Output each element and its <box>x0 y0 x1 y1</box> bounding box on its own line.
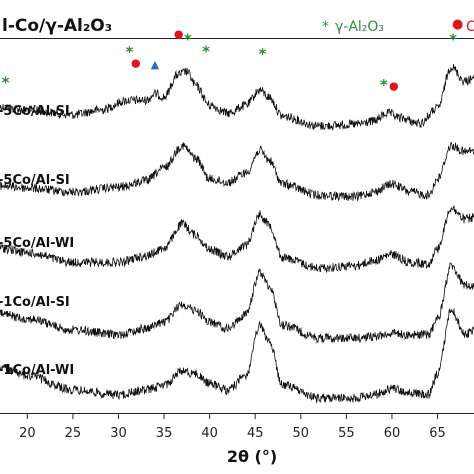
x-axis-ticks: 20 25 30 35 40 45 50 55 60 65 <box>19 413 446 441</box>
x-tick-label-40: 40 <box>201 426 218 441</box>
series-traces <box>0 63 474 404</box>
peak-marker-gamma_al2o3-2: * <box>125 43 133 61</box>
peak-marker-cobalt_oxide-10: ● <box>389 79 399 92</box>
series-label-2: -5Co/Al-SI <box>0 173 70 188</box>
x-tick-label-45: 45 <box>247 426 264 441</box>
series-trace-2 <box>0 141 474 202</box>
x-tick-label-65: 65 <box>429 426 446 441</box>
x-tick-label-25: 25 <box>65 426 82 441</box>
peak-marker-gamma_al2o3-8: * <box>259 45 267 63</box>
x-tick-label-35: 35 <box>156 426 173 441</box>
series-label-5: -1Co/Al-WI <box>0 363 74 378</box>
peak-marker-cobalt_oxide-3: ● <box>131 56 141 69</box>
x-tick-label-20: 20 <box>19 426 36 441</box>
peak-marker-triangle-4: ▲ <box>151 58 160 71</box>
series-labels: -5Co/Al-SI -5Co/Al-SI -5Co/Al-WI -1Co/Al-SI… <box>0 104 74 378</box>
series-label-4: -1Co/Al-SI <box>0 295 70 310</box>
x-tick-label-30: 30 <box>110 426 127 441</box>
peak-marker-gamma_al2o3-11: * <box>449 31 457 49</box>
peak-marker-gamma_al2o3-9: * <box>380 76 388 94</box>
x-tick-label-55: 55 <box>338 426 355 441</box>
series-trace-5 <box>0 308 474 404</box>
peak-marker-gamma_al2o3-6: * <box>184 30 192 48</box>
legend-symbol-cobalt: ● <box>452 17 463 32</box>
legend-symbol-gamma: * <box>322 19 329 35</box>
series-label-1: -5Co/Al-SI <box>0 104 70 119</box>
legend: * γ-Al₂O₃ ● C <box>322 17 474 35</box>
series-label-3: -5Co/Al-WI <box>0 236 74 251</box>
peak-marker-gamma_al2o3-1: * <box>2 74 10 92</box>
series-trace-4 <box>0 262 474 344</box>
x-axis-title: 2θ (°) <box>227 447 277 466</box>
x-tick-label-60: 60 <box>384 426 401 441</box>
peak-markers: **● ▲● ** ** ●* <box>2 28 458 95</box>
legend-label-gamma: γ-Al₂O₃ <box>335 19 384 35</box>
x-tick-label-50: 50 <box>293 426 310 441</box>
series-trace-3 <box>0 204 474 274</box>
legend-label-cobalt: C <box>466 19 474 35</box>
series-trace-1 <box>0 63 474 131</box>
peak-marker-gamma_al2o3-7: * <box>202 43 210 61</box>
chart-title: l-Co/γ-Al₂O₃ <box>2 16 112 36</box>
peak-marker-cobalt_oxide-5: ● <box>174 28 184 41</box>
